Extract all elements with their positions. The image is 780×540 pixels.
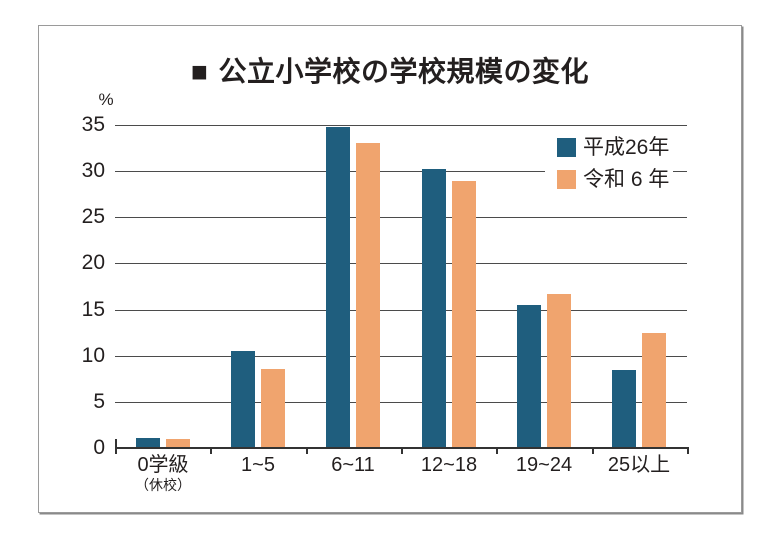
gridline-25 [115, 217, 687, 218]
bar-reiwa6-25以上 [642, 333, 666, 447]
y-tick-label-25: 25 [81, 205, 105, 228]
gridline-10 [115, 356, 687, 357]
x-axis-tick-2 [306, 447, 308, 454]
x-tick-label-1~5: 1~5 [241, 454, 275, 476]
bar-reiwa6-6~11 [356, 143, 380, 447]
bar-reiwa6-12~18 [452, 181, 476, 447]
bar-heisei26-25以上 [612, 370, 636, 447]
y-axis-unit-label: % [98, 90, 114, 109]
legend-swatch-reiwa6 [557, 169, 576, 189]
x-tick-label-25以上: 25以上 [607, 454, 671, 476]
y-tick-label-30: 30 [81, 159, 105, 182]
bar-reiwa6-19~24 [547, 294, 571, 447]
y-axis-origin-stub [115, 439, 117, 448]
bar-reiwa6-1~5 [261, 369, 285, 447]
bar-heisei26-0学級 [136, 438, 160, 447]
legend-label-reiwa6: 令和 6 年 [583, 167, 670, 191]
legend-item-heisei26: 平成26年 [557, 135, 670, 159]
x-axis-tick-6 [687, 447, 689, 454]
gridline-30 [115, 171, 687, 172]
x-axis-tick-0 [115, 447, 117, 454]
gridline-35 [115, 125, 687, 126]
bar-heisei26-6~11 [326, 127, 350, 447]
gridline-15 [115, 310, 687, 311]
chart-frame: ■ 公立小学校の学校規模の変化 % 平成26年 令和 6 年 0 5 10 15 20 25… [38, 25, 742, 513]
y-tick-label-10: 10 [81, 344, 105, 367]
x-tick-label-19~24: 19~24 [515, 454, 573, 476]
x-tick-label-0学級: 0学級 [137, 454, 189, 476]
chart-title: ■ 公立小学校の学校規模の変化 [39, 50, 741, 90]
bar-heisei26-19~24 [517, 305, 541, 447]
legend: 平成26年 令和 6 年 [545, 132, 673, 194]
x-axis-tick-5 [592, 447, 594, 454]
legend-swatch-heisei26 [557, 137, 576, 157]
y-tick-label-20: 20 [81, 251, 105, 274]
bar-heisei26-12~18 [422, 169, 446, 447]
x-axis-tick-4 [496, 447, 498, 454]
legend-label-heisei26: 平成26年 [583, 135, 670, 159]
x-tick-sublabel-0学級: （休校） [135, 477, 191, 493]
title-bullet-icon: ■ [191, 56, 209, 87]
y-tick-label-5: 5 [93, 390, 105, 413]
x-tick-label-12~18: 12~18 [420, 454, 478, 476]
gridline-5 [115, 402, 687, 403]
x-axis-tick-1 [210, 447, 212, 454]
x-tick-label-6~11: 6~11 [331, 454, 375, 476]
chart-title-text: 公立小学校の学校規模の変化 [218, 56, 589, 87]
x-axis-tick-3 [401, 447, 403, 454]
bar-heisei26-1~5 [231, 351, 255, 447]
legend-item-reiwa6: 令和 6 年 [557, 167, 670, 191]
gridline-20 [115, 263, 687, 264]
y-tick-label-15: 15 [81, 298, 105, 321]
bar-reiwa6-0学級 [166, 439, 190, 447]
y-tick-label-35: 35 [81, 113, 105, 136]
y-tick-label-0: 0 [93, 436, 105, 459]
